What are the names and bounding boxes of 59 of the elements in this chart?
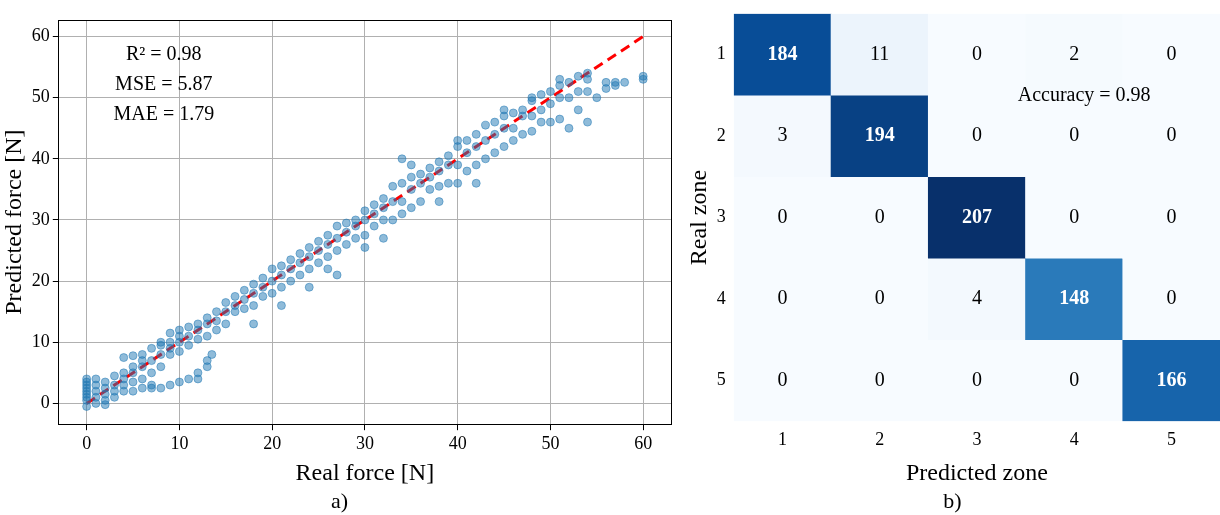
data-label: 0 bbox=[1069, 204, 1080, 227]
annotation: MSE = 5.87 bbox=[115, 72, 213, 95]
y-tick-label: 20 bbox=[31, 269, 50, 290]
x-tick-label: 50 bbox=[541, 432, 560, 453]
y-tick-label: 5 bbox=[716, 369, 726, 390]
data-label: 0 bbox=[1166, 204, 1177, 227]
data-label: 11 bbox=[870, 41, 890, 64]
x-tick-label: 30 bbox=[355, 432, 374, 453]
data-label: 0 bbox=[874, 367, 885, 390]
x-axis-title: Real force [N] bbox=[295, 459, 435, 486]
y-axis-title: Real zone bbox=[684, 169, 711, 266]
data-label: 0 bbox=[777, 204, 788, 227]
data-label: 0 bbox=[1069, 367, 1080, 390]
data-label: 148 bbox=[1059, 286, 1090, 309]
y-tick-label: 50 bbox=[31, 86, 50, 107]
data-label: 0 bbox=[874, 204, 885, 227]
data-label: 194 bbox=[864, 123, 895, 146]
x-tick-label: 4 bbox=[1069, 428, 1079, 449]
x-tick-label: 60 bbox=[634, 432, 653, 453]
y-axis-title: Predicted force [N] bbox=[0, 129, 26, 315]
annotation: MAE = 1.79 bbox=[113, 102, 215, 125]
y-tick-label: 60 bbox=[31, 25, 50, 46]
y-tick-label: 10 bbox=[31, 330, 50, 351]
text: a) bbox=[330, 487, 349, 513]
data-label: 0 bbox=[971, 123, 982, 146]
y-tick-label: 4 bbox=[716, 287, 726, 308]
data-label: 0 bbox=[971, 41, 982, 64]
y-tick-label: 40 bbox=[31, 147, 50, 168]
x-tick-label: 5 bbox=[1166, 428, 1176, 449]
y-tick-label: 0 bbox=[40, 392, 50, 413]
data-label: 2 bbox=[1069, 41, 1080, 64]
data-label: 166 bbox=[1156, 367, 1187, 390]
x-tick-label: 2 bbox=[875, 428, 885, 449]
data-label: 184 bbox=[767, 41, 798, 64]
annotation: R² = 0.98 bbox=[125, 42, 202, 65]
data-label: 0 bbox=[1166, 41, 1177, 64]
data-label: 0 bbox=[1069, 123, 1080, 146]
data-label: 0 bbox=[777, 367, 788, 390]
text: b) bbox=[943, 487, 962, 513]
data-label: 0 bbox=[1166, 123, 1177, 146]
data-label: 0 bbox=[777, 286, 788, 309]
y-tick-label: 1 bbox=[716, 43, 726, 64]
x-tick-label: 10 bbox=[170, 432, 189, 453]
data-label: 207 bbox=[961, 204, 992, 227]
data-label: 0 bbox=[874, 286, 885, 309]
x-tick-label: 1 bbox=[777, 428, 787, 449]
annotation: Accuracy = 0.98 bbox=[1017, 82, 1151, 106]
x-axis-title: Predicted zone bbox=[905, 459, 1048, 486]
x-tick-label: 0 bbox=[82, 432, 92, 453]
y-tick-label: 3 bbox=[716, 206, 726, 227]
x-tick-label: 20 bbox=[263, 432, 282, 453]
data-label: 0 bbox=[1166, 286, 1177, 309]
y-tick-label: 2 bbox=[716, 124, 726, 145]
x-tick-label: 3 bbox=[972, 428, 982, 449]
data-label: 4 bbox=[971, 286, 982, 309]
y-tick-label: 30 bbox=[31, 208, 50, 229]
x-tick-label: 40 bbox=[448, 432, 467, 453]
data-label: 3 bbox=[777, 123, 788, 146]
data-label: 0 bbox=[971, 367, 982, 390]
